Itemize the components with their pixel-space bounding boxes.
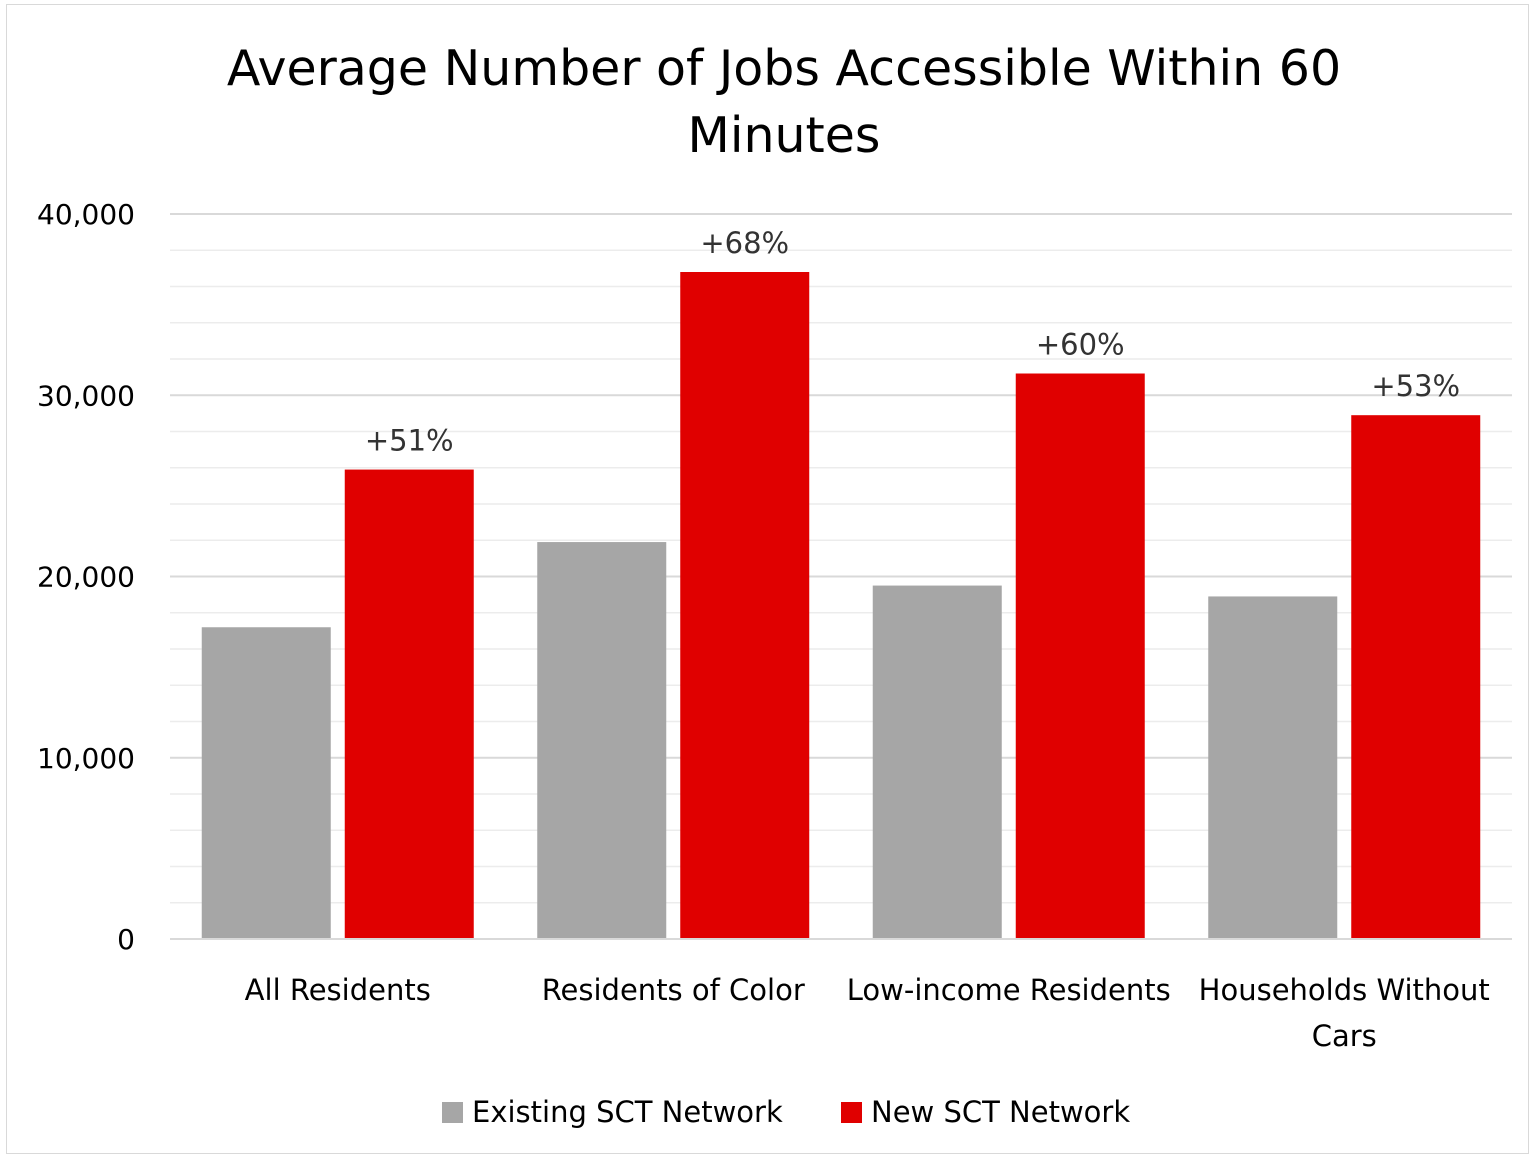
legend-label: New SCT Network — [871, 1095, 1130, 1129]
category-label: Residents of Color — [542, 973, 805, 1007]
bar-existing — [201, 627, 331, 939]
legend-swatch — [841, 1102, 862, 1123]
chart-frame: Average Number of Jobs Accessible Within… — [6, 4, 1529, 1154]
y-tick-label: 30,000 — [37, 379, 135, 412]
chart-title: Average Number of Jobs Accessible Within… — [227, 40, 1341, 164]
category-label: Low-income Residents — [847, 973, 1171, 1007]
bar-chart: Average Number of Jobs Accessible Within… — [37, 40, 1512, 1129]
chart-title-line: Minutes — [688, 107, 881, 164]
data-label: +53% — [1371, 369, 1460, 403]
bar-existing — [1208, 596, 1338, 939]
bar-new — [680, 272, 810, 939]
bar-new — [1015, 373, 1145, 939]
data-labels: +51% +68% +60% +53% — [365, 226, 1460, 458]
bar-new — [344, 469, 474, 939]
y-tick-label: 0 — [117, 923, 135, 956]
legend-swatch — [442, 1102, 463, 1123]
y-tick-label: 20,000 — [37, 561, 135, 594]
chart-title-line: Average Number of Jobs Accessible Within… — [227, 40, 1341, 97]
bar-new — [1351, 415, 1481, 939]
legend-label: Existing SCT Network — [472, 1095, 783, 1129]
data-label: +60% — [1036, 328, 1125, 362]
y-tick-label: 40,000 — [37, 198, 135, 231]
bar-existing — [537, 542, 667, 939]
category-label: Cars — [1312, 1019, 1377, 1053]
data-label: +51% — [365, 424, 454, 458]
y-tick-label: 10,000 — [37, 742, 135, 775]
bars — [201, 272, 1481, 939]
y-axis-ticks: 0 10,000 20,000 30,000 40,000 — [37, 198, 135, 956]
category-labels: All Residents Residents of Color Low-incom… — [245, 973, 1490, 1053]
category-label: Households Without — [1199, 973, 1490, 1007]
legend: Existing SCT Network New SCT Network — [442, 1095, 1130, 1129]
bar-existing — [872, 585, 1002, 939]
category-label: All Residents — [245, 973, 431, 1007]
data-label: +68% — [700, 226, 789, 260]
